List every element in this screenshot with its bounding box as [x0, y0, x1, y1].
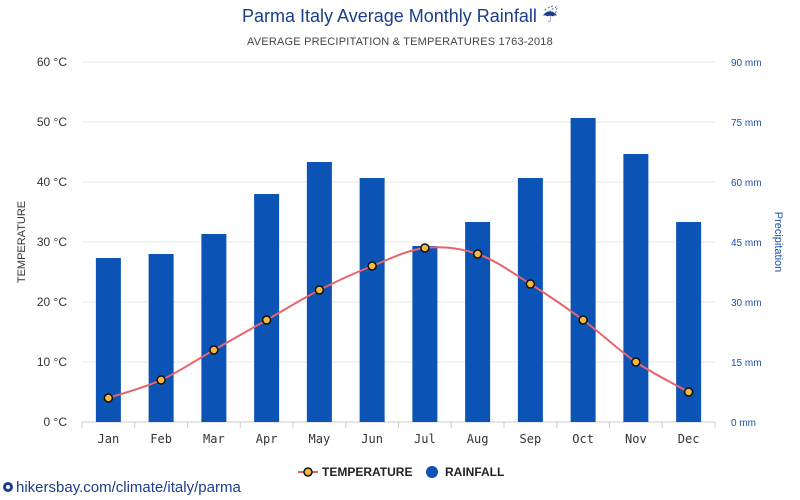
x-axis-tick-label: Sep [520, 432, 542, 446]
source-text: hikersbay.com/climate/italy/parma [16, 479, 241, 496]
rainfall-bar[interactable] [148, 254, 174, 422]
left-axis-tick-label: 10 °C [37, 355, 67, 369]
right-axis-tick-label: 90 mm [731, 58, 762, 69]
chart-subtitle: AVERAGE PRECIPITATION & TEMPERATURES 176… [247, 36, 553, 48]
rainfall-bar[interactable] [623, 154, 649, 422]
left-axis-title: TEMPERATURE [16, 201, 28, 283]
x-axis-tick-label: Oct [572, 432, 594, 446]
left-axis-tick-label: 0 °C [44, 415, 68, 429]
chart-title: Parma Italy Average Monthly Rainfall ☔ [0, 6, 800, 27]
rainfall-bar[interactable] [359, 178, 385, 422]
right-axis-tick-label: 30 mm [731, 298, 762, 309]
legend-label-rainfall: RAINFALL [445, 465, 504, 479]
rainfall-bar[interactable] [412, 246, 438, 422]
left-axis-ticks: 0 °C 10 °C 20 °C 30 °C 40 °C 50 °C 60 °C [37, 55, 67, 429]
x-axis-tick-label: Apr [256, 432, 278, 446]
x-axis-tick-label: Nov [625, 432, 647, 446]
temperature-point[interactable] [578, 315, 588, 325]
x-axis-ticks: Jan Feb Mar Apr May Jun Jul Aug Sep Oct Nov Dec [98, 432, 700, 446]
left-axis-tick-label: 40 °C [37, 175, 67, 189]
legend-swatch-circle [426, 466, 438, 478]
right-axis-tick-label: 15 mm [731, 358, 762, 369]
legend-item-temperature[interactable]: TEMPERATURE [298, 465, 412, 479]
source-link[interactable]: hikersbay.com/climate/italy/parma [2, 479, 241, 496]
rainfall-bars [95, 118, 702, 422]
x-axis-tick-label: Aug [467, 432, 489, 446]
left-axis-tick-label: 20 °C [37, 295, 67, 309]
grid-lines [81, 61, 716, 428]
left-axis-tick-label: 60 °C [37, 55, 67, 69]
temperature-line [108, 246, 690, 399]
x-axis-tick-label: Feb [150, 432, 172, 446]
temperature-points [103, 243, 694, 403]
rainfall-bar[interactable] [254, 194, 280, 422]
rainfall-bar[interactable] [570, 118, 596, 422]
right-axis-tick-label: 75 mm [731, 118, 762, 129]
left-axis-tick-label: 50 °C [37, 115, 67, 129]
x-axis-tick-label: Jun [361, 432, 383, 446]
legend-label-temperature: TEMPERATURE [322, 465, 412, 479]
x-axis-tick-label: Mar [203, 432, 225, 446]
temperature-point[interactable] [367, 261, 377, 271]
temperature-point[interactable] [156, 375, 166, 385]
rainfall-bar[interactable] [517, 178, 543, 422]
chart-title-text: Parma Italy Average Monthly Rainfall [242, 6, 537, 26]
rainfall-bar[interactable] [201, 234, 227, 422]
legend[interactable]: TEMPERATURE RAINFALL [298, 465, 504, 479]
x-axis-tick-label: Jan [98, 432, 120, 446]
right-axis-tick-label: 45 mm [731, 238, 762, 249]
x-axis-tick-label: May [309, 432, 331, 446]
temperature-point[interactable] [525, 279, 536, 289]
temperature-point[interactable] [209, 345, 219, 355]
temperature-point[interactable] [314, 285, 325, 295]
temperature-point[interactable] [261, 315, 272, 325]
temperature-point[interactable] [103, 393, 114, 403]
x-axis-tick-label: Dec [678, 432, 700, 446]
right-axis-ticks: 0 mm 15 mm 30 mm 45 mm 60 mm 75 mm 90 mm [731, 58, 762, 429]
temperature-point[interactable] [631, 357, 641, 367]
temperature-point[interactable] [683, 387, 694, 397]
umbrella-rain-icon: ☔ [541, 6, 558, 26]
right-axis-tick-label: 0 mm [731, 418, 756, 429]
x-axis-tick-label: Jul [414, 432, 436, 446]
temperature-point[interactable] [420, 243, 430, 253]
left-axis-tick-label: 30 °C [37, 235, 67, 249]
location-pin-icon [3, 482, 13, 492]
right-axis-title: Precipitation [772, 212, 784, 273]
legend-item-rainfall[interactable]: RAINFALL [426, 465, 504, 479]
temperature-point[interactable] [472, 249, 483, 259]
right-axis-tick-label: 60 mm [731, 178, 762, 189]
legend-swatch-marker [303, 467, 313, 477]
